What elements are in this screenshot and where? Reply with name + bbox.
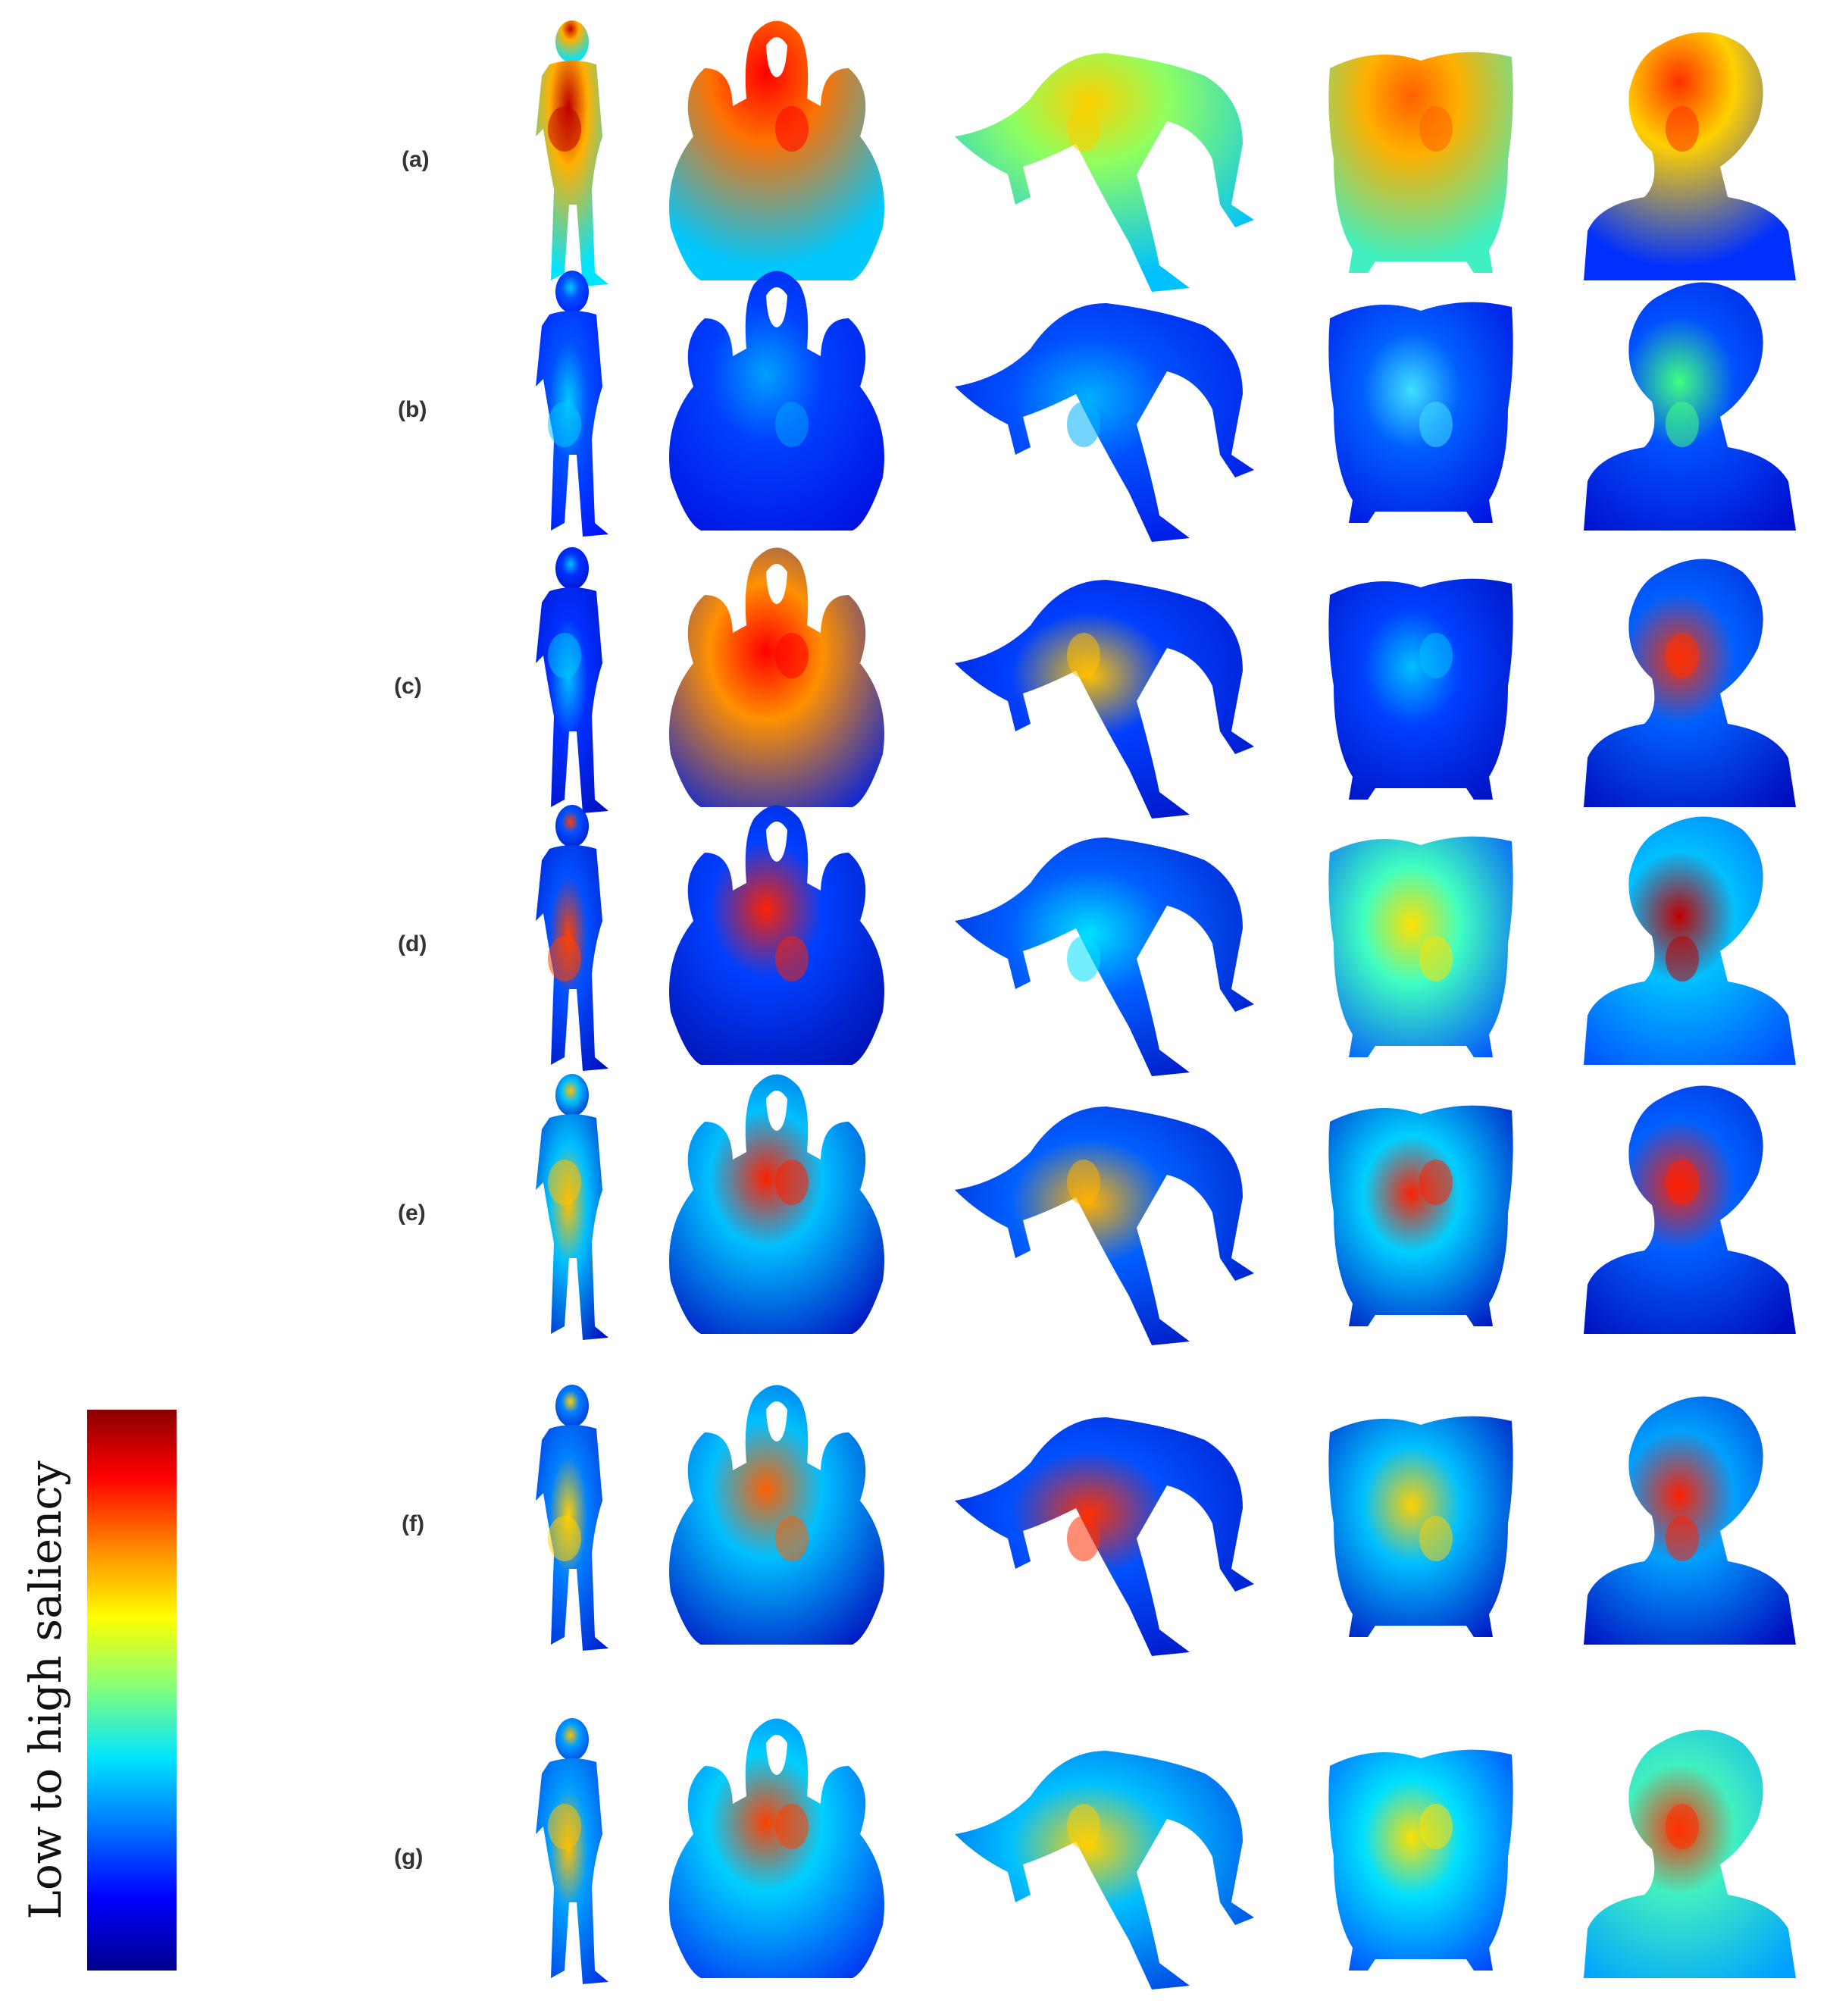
row-label: (g) bbox=[394, 1845, 423, 1870]
saliency-hotspot bbox=[775, 633, 809, 678]
saliency-hotspot bbox=[548, 633, 581, 678]
saliency-map-human-figure-row-7 bbox=[536, 1718, 608, 1984]
saliency-hotspot bbox=[1666, 402, 1699, 447]
saliency-hotspot bbox=[1067, 633, 1100, 678]
row-label: (b) bbox=[398, 397, 427, 422]
saliency-map-bust-row-3 bbox=[1584, 559, 1796, 807]
saliency-hotspot bbox=[1666, 1160, 1699, 1205]
saliency-map-bust-row-4 bbox=[1584, 816, 1796, 1065]
saliency-map-bust-row-2 bbox=[1584, 282, 1796, 531]
saliency-map-vase-row-6 bbox=[669, 1385, 884, 1645]
saliency-map-vase-row-7 bbox=[669, 1718, 884, 1978]
saliency-map-human-figure-row-2 bbox=[536, 271, 608, 537]
saliency-map-acrobat-row-6 bbox=[955, 1417, 1254, 1656]
saliency-map-vase-row-1 bbox=[669, 20, 884, 280]
saliency-map-human-figure-row-6 bbox=[536, 1385, 608, 1651]
saliency-hotspot bbox=[1419, 402, 1453, 447]
saliency-hotspot bbox=[1666, 1516, 1699, 1561]
saliency-map-acrobat-row-5 bbox=[955, 1107, 1254, 1345]
row-label: (a) bbox=[402, 147, 430, 172]
saliency-hotspot bbox=[1067, 402, 1100, 447]
saliency-hotspot bbox=[548, 936, 581, 981]
saliency-hotspot bbox=[1419, 633, 1453, 678]
saliency-hotspot bbox=[548, 106, 581, 152]
colorbar-legend: Low to high saliency bbox=[8, 1410, 182, 1971]
saliency-hotspot bbox=[1419, 1804, 1453, 1849]
saliency-map-human-figure-row-3 bbox=[536, 547, 608, 813]
saliency-hotspot bbox=[1067, 1804, 1100, 1849]
row-label: (e) bbox=[398, 1201, 426, 1226]
saliency-hotspot bbox=[775, 1160, 809, 1205]
saliency-map-bowl-row-4 bbox=[1328, 836, 1513, 1057]
saliency-map-bowl-row-2 bbox=[1328, 302, 1513, 524]
saliency-map-bowl-row-5 bbox=[1328, 1105, 1513, 1326]
saliency-map-human-figure-row-1 bbox=[536, 20, 608, 286]
saliency-map-acrobat-row-3 bbox=[955, 580, 1254, 819]
saliency-hotspot bbox=[1419, 1160, 1453, 1205]
saliency-map-bust-row-5 bbox=[1584, 1085, 1796, 1334]
figure-grid: (a) (b) (c) (d) (e) (f) (g) bbox=[394, 20, 1796, 1989]
saliency-hotspot bbox=[1067, 1516, 1100, 1561]
colorbar-gradient bbox=[87, 1410, 177, 1971]
saliency-hotspot bbox=[1666, 633, 1699, 678]
saliency-hotspot bbox=[548, 1804, 581, 1849]
saliency-hotspot bbox=[1067, 1160, 1100, 1205]
saliency-hotspot bbox=[1419, 1516, 1453, 1561]
saliency-map-vase-row-3 bbox=[669, 547, 884, 807]
saliency-map-acrobat-row-4 bbox=[955, 837, 1254, 1076]
row-label: (c) bbox=[394, 674, 422, 699]
saliency-map-vase-row-5 bbox=[669, 1074, 884, 1334]
saliency-map-acrobat-row-2 bbox=[955, 303, 1254, 542]
saliency-map-bust-row-1 bbox=[1584, 32, 1796, 280]
saliency-hotspot bbox=[775, 936, 809, 981]
saliency-hotspot bbox=[775, 1516, 809, 1561]
saliency-map-acrobat-row-7 bbox=[955, 1751, 1254, 1989]
saliency-map-acrobat-row-1 bbox=[955, 53, 1254, 292]
saliency-hotspot bbox=[775, 106, 809, 152]
saliency-map-bowl-row-3 bbox=[1328, 578, 1513, 800]
saliency-hotspot bbox=[1419, 106, 1453, 152]
saliency-hotspot bbox=[1666, 936, 1699, 981]
row-label: (f) bbox=[402, 1511, 424, 1536]
saliency-hotspot bbox=[1067, 106, 1100, 152]
saliency-hotspot bbox=[775, 402, 809, 447]
saliency-map-bowl-row-1 bbox=[1328, 52, 1513, 274]
saliency-hotspot bbox=[775, 1804, 809, 1849]
saliency-map-bust-row-7 bbox=[1584, 1730, 1796, 1978]
saliency-map-bowl-row-7 bbox=[1328, 1749, 1513, 1971]
saliency-map-human-figure-row-4 bbox=[536, 805, 608, 1071]
saliency-map-bowl-row-6 bbox=[1328, 1416, 1513, 1637]
saliency-hotspot bbox=[1419, 936, 1453, 981]
saliency-hotspot bbox=[548, 1160, 581, 1205]
saliency-hotspot bbox=[1666, 1804, 1699, 1849]
saliency-map-human-figure-row-5 bbox=[536, 1074, 608, 1340]
saliency-hotspot bbox=[1067, 936, 1100, 981]
saliency-map-bust-row-6 bbox=[1584, 1396, 1796, 1645]
saliency-hotspot bbox=[1666, 106, 1699, 152]
colorbar-caption: Low to high saliency bbox=[8, 1410, 83, 1971]
saliency-map-vase-row-4 bbox=[669, 805, 884, 1065]
saliency-map-vase-row-2 bbox=[669, 271, 884, 531]
saliency-hotspot bbox=[548, 402, 581, 447]
row-label: (d) bbox=[398, 931, 427, 956]
saliency-hotspot bbox=[548, 1516, 581, 1561]
colorbar-label: Low to high saliency bbox=[20, 1460, 71, 1920]
